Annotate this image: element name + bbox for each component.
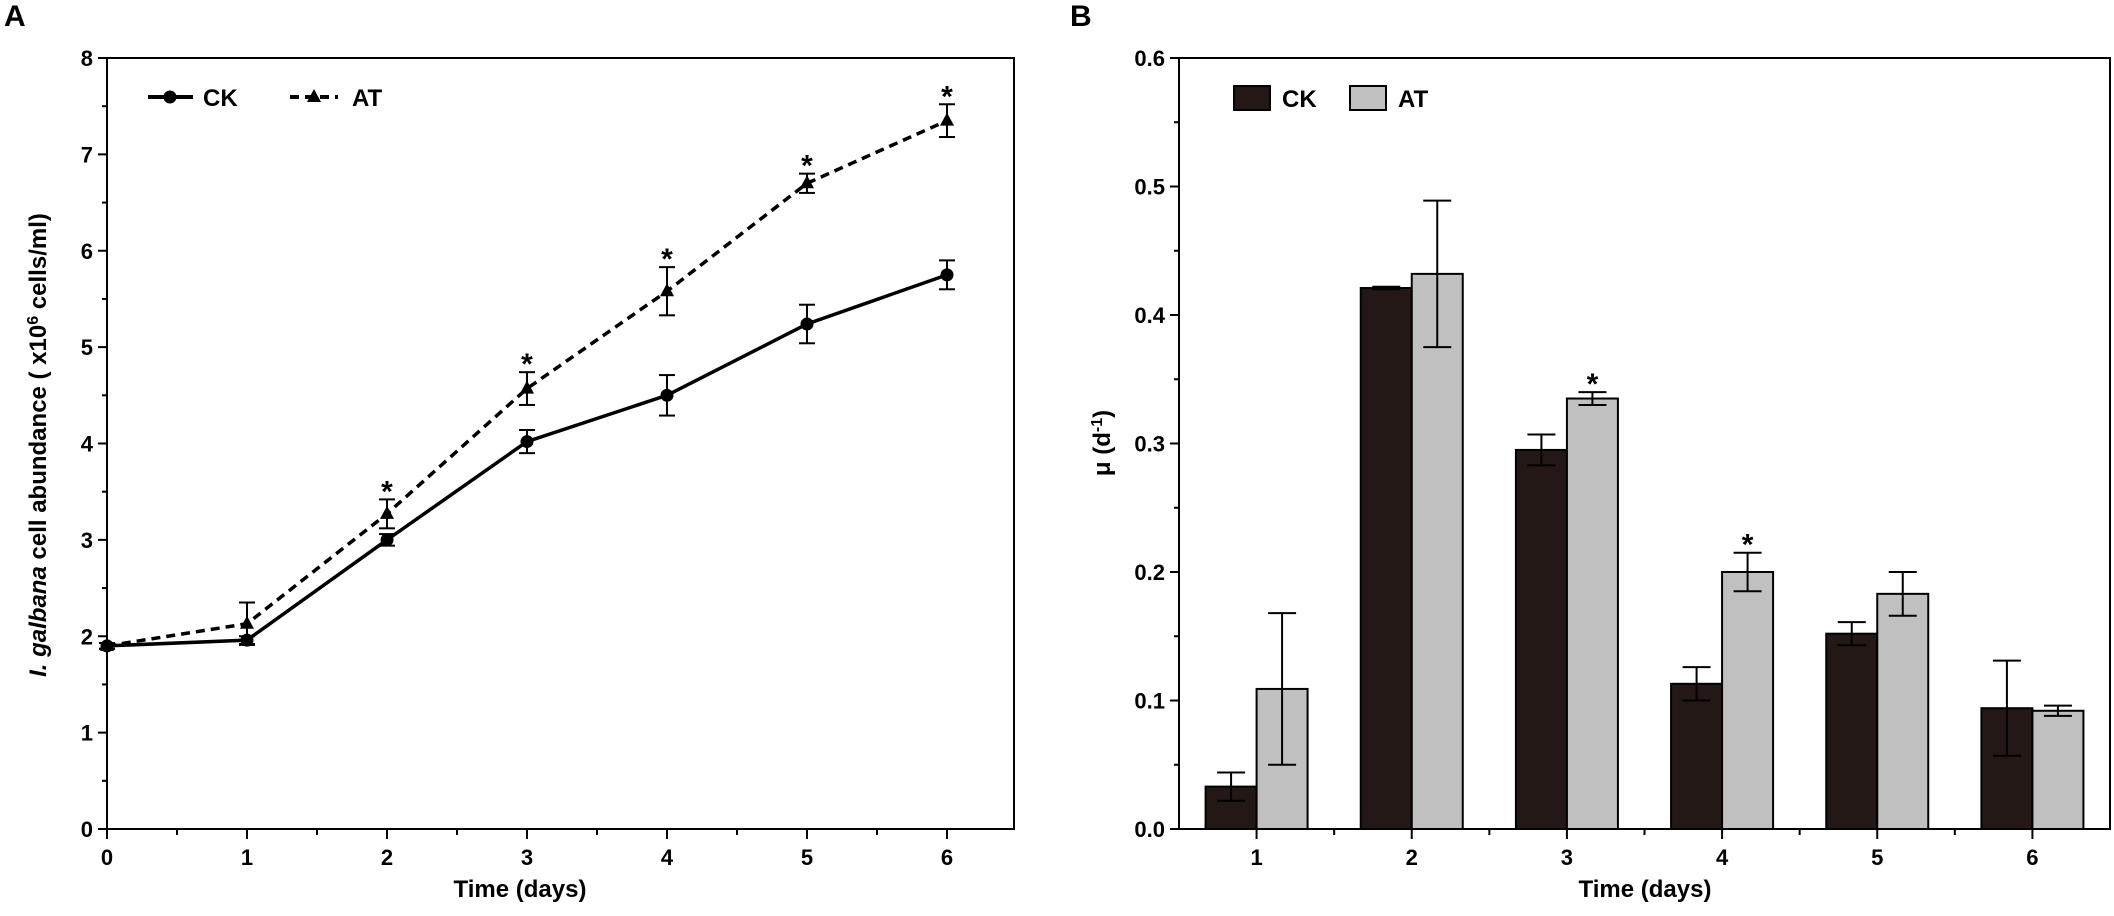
y-tick-label: 0.1 [1134, 689, 1165, 714]
panel-b-plot-frame [1178, 57, 2111, 830]
data-point-ck [380, 533, 394, 547]
data-point-at [940, 112, 954, 126]
panel-a: 0 1 2 3 4 5 6 7 8 0 1 2 3 4 5 6 * * * * * Time (days) I. g… [25, 46, 1015, 903]
panel-a-ylabel-species: I. galbana [25, 566, 52, 677]
y-tick-label: 7 [81, 142, 93, 167]
y-tick-label: 5 [81, 335, 93, 360]
bar-at [1721, 571, 1775, 830]
x-tick-label: 1 [1250, 845, 1262, 870]
y-tick-label: 0.3 [1134, 432, 1165, 457]
legend-at-label: AT [352, 85, 383, 112]
legend-ck-circle-marker [163, 90, 177, 104]
x-tick-label: 6 [2026, 845, 2038, 870]
data-point-ck [520, 435, 534, 449]
bar-at [2031, 709, 2085, 831]
panel-b-x-axis-title: Time (days) [1579, 876, 1712, 903]
panel-b-legend: CK AT [1233, 85, 1429, 113]
data-point-at [380, 505, 394, 519]
panel-a-legend: CK AT [148, 85, 383, 112]
legend-ck-swatch [1233, 85, 1271, 111]
data-point-ck [940, 268, 954, 282]
panel-a-ylabel-suffix: cells/ml) [25, 213, 52, 316]
panel-b-x-axis: 1 2 3 4 5 6 [1250, 829, 2039, 870]
x-tick-label: 1 [241, 845, 253, 870]
panel-a-ylabel-prefix: cell abundance ( x10 [25, 325, 52, 566]
bar-ck [1359, 287, 1413, 830]
legend-at-triangle-marker [307, 89, 321, 102]
data-point-at [800, 175, 814, 189]
panel-b-ylabel-prefix: μ (d [1089, 432, 1116, 476]
x-tick-label: 0 [101, 845, 113, 870]
bar-at [1410, 272, 1464, 830]
data-point-at [100, 637, 114, 651]
data-point-ck [800, 317, 814, 331]
x-tick-label: 6 [941, 845, 953, 870]
significance-marker: * [521, 348, 533, 381]
panel-a-series [99, 103, 955, 653]
significance-marker: * [801, 150, 813, 183]
bar-at [1565, 397, 1619, 830]
bar-ck [1825, 632, 1879, 830]
panel-a-y-axis: 0 1 2 3 4 5 6 7 8 [81, 46, 107, 842]
y-tick-label: 8 [81, 46, 93, 71]
series-line-ck [106, 273, 948, 648]
x-tick-label: 2 [1406, 845, 1418, 870]
panel-label-b: B [1070, 0, 1092, 33]
y-tick-label: 0.6 [1134, 46, 1165, 71]
x-tick-label: 5 [801, 845, 813, 870]
y-tick-label: 0 [81, 817, 93, 842]
panel-a-significance: * * * * * [381, 80, 953, 508]
panel-a-x-axis-title: Time (days) [454, 876, 587, 903]
panel-a-x-axis: 0 1 2 3 4 5 6 [101, 829, 953, 870]
y-tick-label: 6 [81, 239, 93, 264]
y-tick-label: 1 [81, 721, 93, 746]
x-tick-label: 4 [661, 845, 674, 870]
x-tick-label: 2 [381, 845, 393, 870]
y-tick-label: 0.0 [1134, 817, 1165, 842]
significance-marker: * [941, 80, 953, 113]
panel-b-bars [1204, 199, 2085, 831]
x-tick-label: 3 [1561, 845, 1573, 870]
y-tick-label: 4 [81, 432, 94, 457]
panel-b-significance: ** [1587, 368, 1754, 562]
panel-b-y-axis-title: μ (d-1) [1089, 410, 1117, 476]
bar-ck [1514, 448, 1568, 830]
panel-label-a: A [4, 0, 26, 33]
bar-ck [1670, 682, 1724, 830]
x-tick-label: 3 [521, 845, 533, 870]
panel-b-y-axis: 0.0 0.1 0.2 0.3 0.4 0.5 0.6 [1134, 46, 1179, 842]
significance-marker: * [1742, 529, 1754, 562]
x-tick-label: 4 [1716, 845, 1729, 870]
panel-a-ylabel-superscript: 6 [25, 316, 42, 325]
y-tick-label: 2 [81, 624, 93, 649]
y-tick-label: 0.2 [1134, 560, 1165, 585]
panel-b-ylabel-superscript: -1 [1089, 418, 1106, 432]
data-point-at [240, 615, 254, 629]
bar-at [1876, 592, 1930, 830]
legend-ck-label: CK [203, 85, 238, 112]
legend-at-bar-label: AT [1398, 86, 1429, 113]
y-tick-label: 0.5 [1134, 175, 1165, 200]
data-point-at [520, 380, 534, 394]
y-tick-label: 0.4 [1134, 303, 1165, 328]
legend-at-swatch [1349, 85, 1387, 111]
y-tick-label: 3 [81, 528, 93, 553]
panel-a-plot-frame [106, 57, 1015, 830]
panel-b-ylabel-suffix: ) [1089, 410, 1116, 418]
data-point-ck [660, 388, 674, 402]
data-point-at [660, 283, 674, 297]
significance-marker: * [1587, 368, 1599, 401]
x-tick-label: 5 [1871, 845, 1883, 870]
significance-marker: * [661, 243, 673, 276]
significance-marker: * [381, 475, 393, 508]
legend-ck-bar-label: CK [1282, 86, 1317, 113]
panel-a-y-axis-title: I. galbana cell abundance ( x106 cells/m… [25, 213, 53, 677]
